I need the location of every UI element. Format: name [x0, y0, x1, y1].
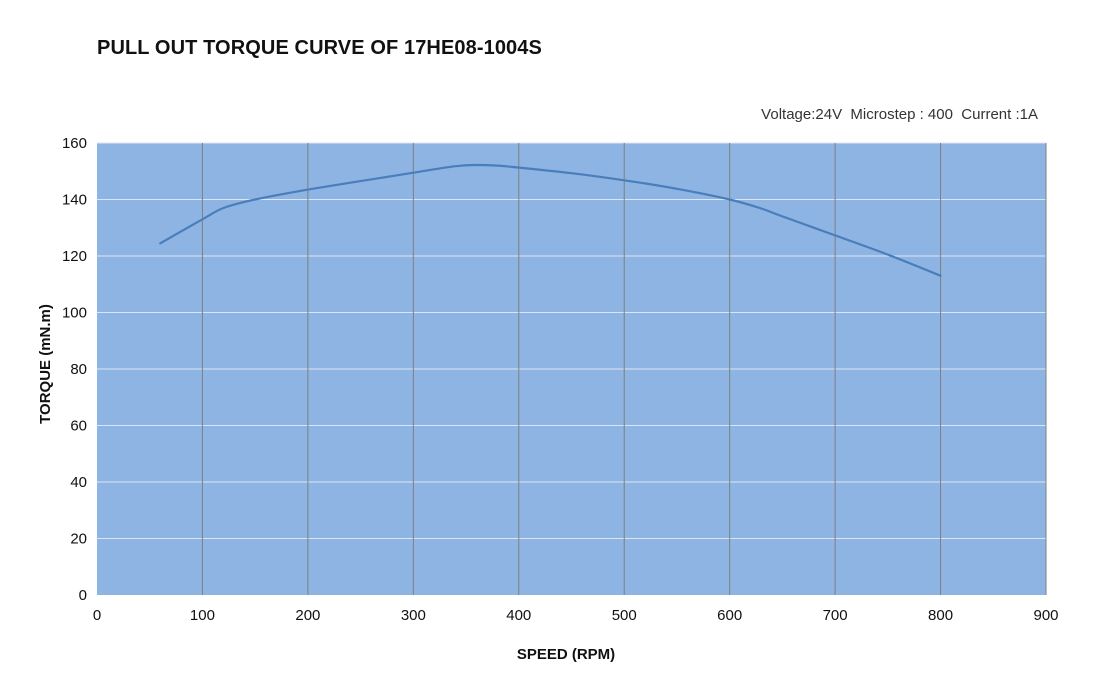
x-tick-label: 900: [1033, 607, 1058, 624]
x-tick-label: 500: [612, 607, 637, 624]
x-tick-label: 0: [93, 607, 101, 624]
x-tick-label: 800: [928, 607, 953, 624]
horizontal-gridlines: [97, 142, 1046, 539]
x-tick-label: 600: [717, 607, 742, 624]
y-tick-label: 20: [70, 531, 87, 548]
y-tick-label: 120: [62, 248, 87, 265]
chart-subtitle: Voltage:24V Microstep : 400 Current :1A: [761, 106, 1038, 123]
y-tick-label: 0: [79, 587, 87, 604]
chart-title: PULL OUT TORQUE CURVE OF 17HE08-1004S: [97, 37, 542, 59]
x-tick-labels: 0 100 200 300 400 500 600 700 800 900: [93, 607, 1059, 624]
x-axis-title: SPEED (RPM): [517, 646, 615, 663]
x-tick-label: 400: [506, 607, 531, 624]
y-tick-label: 40: [70, 474, 87, 491]
x-tick-label: 700: [823, 607, 848, 624]
x-tick-label: 200: [295, 607, 320, 624]
y-tick-label: 140: [62, 192, 87, 209]
y-tick-label: 80: [70, 361, 87, 378]
y-tick-labels: 0 20 40 60 80 100 120 140 160: [62, 135, 87, 604]
y-tick-label: 160: [62, 135, 87, 152]
y-axis-title: TORQUE (mN.m): [37, 304, 54, 424]
series-group: [159, 163, 942, 277]
torque-series-line: [159, 163, 942, 277]
y-tick-label: 60: [70, 418, 87, 435]
y-tick-label: 100: [62, 305, 87, 322]
x-tick-label: 300: [401, 607, 426, 624]
x-tick-label: 100: [190, 607, 215, 624]
